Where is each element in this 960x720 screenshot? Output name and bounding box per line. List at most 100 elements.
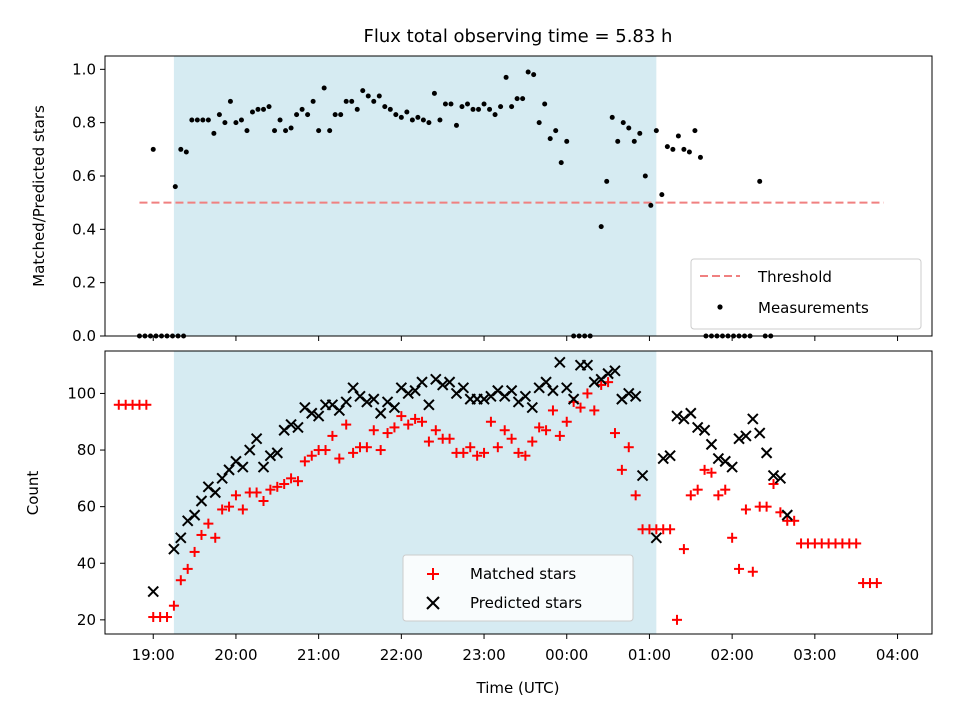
- top-y-tick-label: 0.2: [72, 274, 96, 292]
- top-y-tick-label: 0.8: [72, 114, 96, 132]
- predicted-star-point: [629, 390, 642, 402]
- matched-star-point: [175, 575, 186, 586]
- measurement-point: [415, 114, 421, 120]
- matched-star-point: [520, 450, 531, 461]
- measurement-point: [371, 98, 377, 104]
- measurement-point: [536, 120, 542, 126]
- predicted-star-point: [760, 447, 773, 459]
- x-tick-label: 00:00: [545, 646, 588, 664]
- measurement-point: [227, 98, 233, 104]
- predicted-star-point: [423, 399, 435, 411]
- predicted-star-point: [416, 376, 428, 388]
- measurement-point: [653, 128, 659, 134]
- matched-star-point: [286, 473, 297, 484]
- legend-matched-swatch: [427, 568, 439, 580]
- measurement-point: [514, 96, 520, 102]
- top-chart-title: Flux total observing time = 5.83 h: [364, 26, 673, 47]
- measurement-point: [398, 114, 404, 120]
- measurement-point: [294, 112, 300, 118]
- predicted-star-point: [698, 424, 711, 436]
- predicted-star-point: [244, 444, 256, 456]
- measurement-point: [498, 104, 504, 110]
- predicted-star-point: [636, 469, 649, 482]
- measurement-point: [150, 146, 156, 152]
- measurement-point: [492, 112, 498, 118]
- top-y-tick-label: 1.0: [72, 60, 96, 78]
- matched-star-point: [341, 419, 352, 430]
- matched-star-point: [389, 422, 400, 433]
- legend-measurements-label: Measurements: [758, 299, 869, 317]
- predicted-star-point: [216, 472, 228, 485]
- x-tick-label: 02:00: [711, 646, 754, 664]
- measurement-point: [459, 104, 465, 110]
- matched-star-point: [616, 464, 627, 475]
- predicted-star-point: [333, 404, 346, 417]
- measurement-point: [277, 117, 283, 123]
- predicted-star-point: [257, 461, 270, 473]
- measurement-point: [178, 146, 184, 152]
- predicted-star-point: [740, 430, 752, 442]
- matched-star-point: [196, 529, 207, 540]
- matched-star-point: [761, 501, 772, 512]
- matched-star-point: [747, 566, 758, 577]
- predicted-star-point: [671, 410, 683, 422]
- predicted-star-point: [409, 384, 421, 397]
- matched-star-point: [210, 532, 221, 543]
- top-y-axis: 0.0 0.2 0.4 0.6 0.8 1.0: [72, 60, 105, 345]
- bottom-y-tick-label: 80: [77, 441, 96, 459]
- measurement-point: [598, 224, 604, 230]
- matched-star-point: [582, 388, 593, 399]
- matched-star-point: [499, 425, 510, 436]
- measurement-point: [525, 69, 531, 75]
- matched-star-point: [279, 479, 290, 490]
- bottom-legend: Matched stars Predicted stars: [402, 554, 634, 622]
- measurement-point: [681, 146, 687, 152]
- matched-star-point: [403, 419, 414, 430]
- matched-star-point: [506, 433, 517, 444]
- predicted-star-point: [581, 359, 594, 371]
- matched-star-point: [554, 430, 565, 441]
- bottom-y-tick-label: 40: [77, 554, 96, 572]
- predicted-star-point: [374, 407, 387, 419]
- measurement-point: [349, 98, 355, 104]
- top-y-axis-label: Matched/Predicted stars: [30, 105, 48, 287]
- matched-star-point: [224, 501, 235, 512]
- measurement-point: [183, 149, 189, 155]
- matched-star-point: [230, 490, 241, 501]
- predicted-star-point: [602, 367, 614, 380]
- matched-star-point: [292, 476, 303, 487]
- measurement-point: [426, 120, 432, 126]
- matched-star-point: [465, 442, 476, 453]
- measurement-point: [542, 101, 548, 107]
- measurement-point: [615, 138, 621, 144]
- measurement-point: [476, 106, 482, 112]
- measurement-point: [327, 128, 333, 134]
- x-axis-label: Time (UTC): [476, 679, 560, 697]
- matched-star-point: [768, 479, 779, 490]
- top-legend: Threshold Measurements: [690, 258, 922, 330]
- matched-star-point: [320, 445, 331, 456]
- predicted-star-point: [195, 495, 208, 507]
- bottom-x-axis: 19:00 20:00 21:00 22:00 23:00 00:00 01:00 02:00…: [132, 634, 919, 664]
- measurement-point: [648, 202, 654, 208]
- legend-matched-label: Matched stars: [470, 565, 576, 583]
- measurement-point: [365, 93, 371, 99]
- predicted-star-point: [402, 387, 414, 400]
- measurement-point: [189, 117, 195, 123]
- measurement-point: [404, 109, 410, 115]
- measurement-point: [487, 106, 493, 112]
- legend-threshold-label: Threshold: [757, 268, 832, 286]
- measurement-point: [249, 109, 255, 115]
- matched-star-point: [306, 450, 317, 461]
- predicted-star-point: [609, 365, 621, 377]
- matched-star-point: [458, 447, 469, 458]
- predicted-star-point: [505, 384, 518, 397]
- measurement-point: [233, 120, 239, 126]
- measurement-point: [360, 88, 366, 94]
- predicted-star-point: [747, 413, 759, 425]
- bottom-y-tick-label: 20: [77, 611, 96, 629]
- matched-star-point: [203, 518, 214, 529]
- matched-star-point: [472, 450, 483, 461]
- matched-star-point: [630, 490, 641, 501]
- measurement-point: [531, 72, 537, 78]
